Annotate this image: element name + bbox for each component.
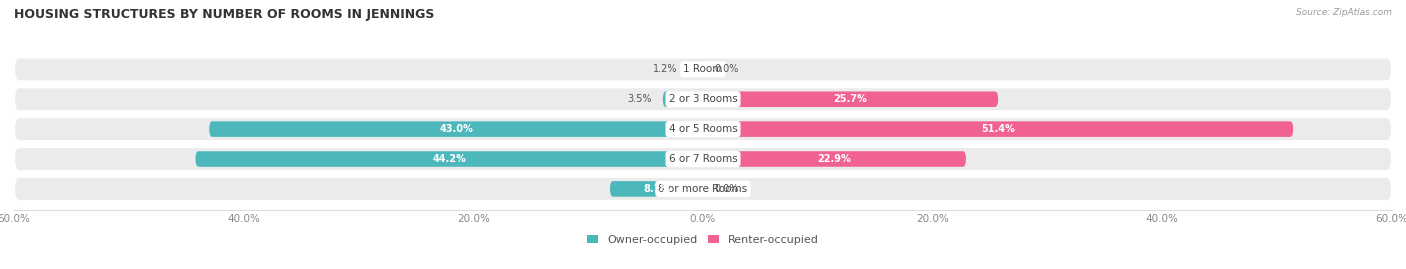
Text: 0.0%: 0.0% [714, 64, 740, 74]
Text: 8 or more Rooms: 8 or more Rooms [658, 184, 748, 194]
FancyBboxPatch shape [610, 181, 703, 197]
Text: HOUSING STRUCTURES BY NUMBER OF ROOMS IN JENNINGS: HOUSING STRUCTURES BY NUMBER OF ROOMS IN… [14, 8, 434, 21]
Text: 43.0%: 43.0% [439, 124, 472, 134]
Text: 4 or 5 Rooms: 4 or 5 Rooms [669, 124, 737, 134]
FancyBboxPatch shape [703, 121, 1294, 137]
FancyBboxPatch shape [14, 57, 1392, 81]
Text: 25.7%: 25.7% [834, 94, 868, 104]
FancyBboxPatch shape [703, 151, 966, 167]
Text: 6 or 7 Rooms: 6 or 7 Rooms [669, 154, 737, 164]
Text: 8.1%: 8.1% [643, 184, 671, 194]
FancyBboxPatch shape [662, 91, 703, 107]
FancyBboxPatch shape [209, 121, 703, 137]
Text: 1 Room: 1 Room [683, 64, 723, 74]
Text: 0.0%: 0.0% [714, 184, 740, 194]
Text: 22.9%: 22.9% [818, 154, 852, 164]
FancyBboxPatch shape [14, 177, 1392, 201]
Legend: Owner-occupied, Renter-occupied: Owner-occupied, Renter-occupied [582, 231, 824, 249]
FancyBboxPatch shape [14, 147, 1392, 171]
Text: 51.4%: 51.4% [981, 124, 1015, 134]
Text: Source: ZipAtlas.com: Source: ZipAtlas.com [1296, 8, 1392, 17]
FancyBboxPatch shape [689, 62, 703, 77]
FancyBboxPatch shape [14, 87, 1392, 111]
FancyBboxPatch shape [703, 91, 998, 107]
FancyBboxPatch shape [14, 117, 1392, 141]
Text: 3.5%: 3.5% [627, 94, 651, 104]
Text: 2 or 3 Rooms: 2 or 3 Rooms [669, 94, 737, 104]
FancyBboxPatch shape [195, 151, 703, 167]
Text: 1.2%: 1.2% [654, 64, 678, 74]
Text: 44.2%: 44.2% [433, 154, 467, 164]
